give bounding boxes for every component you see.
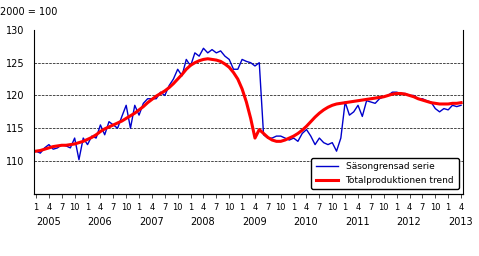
Text: 2008: 2008 xyxy=(191,217,215,227)
Säsongrensad serie xyxy=(33,150,39,153)
Totalproduktionen trend xyxy=(114,121,120,124)
Text: 2013: 2013 xyxy=(448,217,473,227)
Totalproduktionen trend xyxy=(132,112,137,115)
Totalproduktionen trend xyxy=(256,128,262,131)
Säsongrensad serie xyxy=(445,108,451,111)
Text: 2010: 2010 xyxy=(294,217,318,227)
Text: 2005: 2005 xyxy=(36,217,61,227)
Text: 2006: 2006 xyxy=(88,217,112,227)
Säsongrensad serie xyxy=(261,133,266,136)
Legend: Säsongrensad serie, Totalproduktionen trend: Säsongrensad serie, Totalproduktionen tr… xyxy=(311,158,459,189)
Text: 2007: 2007 xyxy=(139,217,164,227)
Line: Totalproduktionen trend: Totalproduktionen trend xyxy=(36,59,461,151)
Text: 2011: 2011 xyxy=(345,217,370,227)
Säsongrensad serie xyxy=(458,104,464,107)
Totalproduktionen trend xyxy=(205,57,211,60)
Säsongrensad serie xyxy=(76,158,82,161)
Text: 2000 = 100: 2000 = 100 xyxy=(0,7,57,17)
Totalproduktionen trend xyxy=(458,101,464,104)
Totalproduktionen trend xyxy=(428,101,434,104)
Totalproduktionen trend xyxy=(33,150,39,153)
Totalproduktionen trend xyxy=(291,135,297,138)
Säsongrensad serie xyxy=(119,115,125,118)
Säsongrensad serie xyxy=(136,114,142,117)
Line: Säsongrensad serie: Säsongrensad serie xyxy=(36,48,461,160)
Säsongrensad serie xyxy=(433,107,438,110)
Säsongrensad serie xyxy=(201,47,206,50)
Säsongrensad serie xyxy=(295,140,301,143)
Text: 2012: 2012 xyxy=(397,217,422,227)
Text: 2009: 2009 xyxy=(242,217,267,227)
Totalproduktionen trend xyxy=(441,102,447,105)
